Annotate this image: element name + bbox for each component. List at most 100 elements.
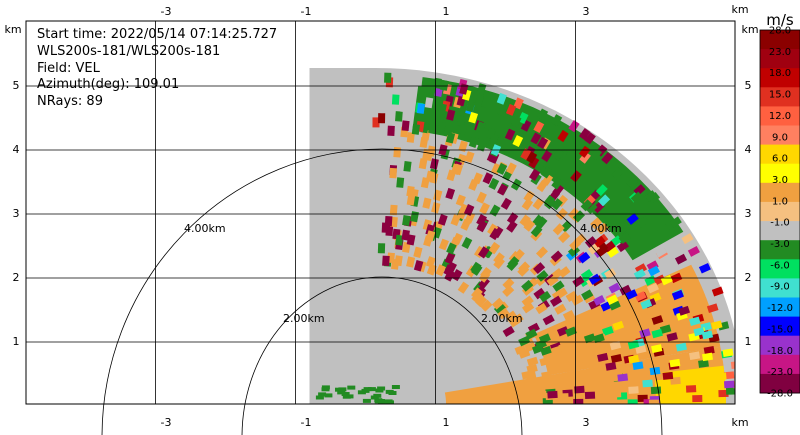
data-cell — [593, 295, 606, 306]
data-cell — [384, 399, 393, 404]
data-cell — [593, 333, 605, 344]
data-cell — [642, 379, 653, 388]
colorbar-label: -28.0 — [767, 389, 793, 400]
data-cell — [533, 287, 546, 300]
data-cell — [393, 147, 402, 158]
colorbar-label: -23.0 — [767, 367, 793, 378]
colorbar-label: 9.0 — [772, 132, 788, 143]
data-cell — [711, 286, 724, 297]
data-cell — [374, 399, 383, 404]
data-cell — [514, 344, 527, 355]
data-cell — [618, 232, 631, 244]
data-cell — [347, 385, 356, 390]
data-cell — [510, 115, 522, 128]
data-cell — [377, 243, 386, 254]
data-cell — [606, 246, 620, 258]
data-cell — [570, 170, 582, 183]
x-tick-top-3: 3 — [583, 5, 590, 18]
field-text: Field: VEL — [37, 61, 101, 76]
data-cell — [428, 122, 437, 134]
x-unit-bottom: km — [731, 416, 748, 429]
data-cell — [478, 270, 491, 283]
colorbar-label: -3.0 — [770, 239, 790, 250]
data-cell — [525, 399, 536, 404]
data-cell — [502, 285, 515, 297]
data-cell — [321, 385, 330, 390]
x-tick-bottom-neg3: -3 — [161, 416, 172, 429]
data-cell — [538, 290, 552, 303]
data-cell — [391, 94, 400, 105]
data-cell — [610, 354, 623, 363]
data-cell — [382, 255, 390, 267]
data-cell — [650, 386, 662, 395]
data-cell — [372, 117, 380, 128]
data-cell — [406, 185, 415, 197]
colorbar-swatch — [760, 87, 800, 107]
data-cell — [606, 396, 617, 404]
data-cell — [610, 390, 622, 398]
data-cell — [424, 97, 434, 109]
data-cell — [521, 301, 535, 314]
data-cell — [481, 96, 491, 109]
data-cell — [693, 327, 705, 337]
data-cell — [429, 158, 439, 170]
colorbar-swatch — [760, 297, 800, 318]
data-cell — [666, 332, 678, 342]
y-unit-right: km — [741, 23, 758, 36]
data-cell — [476, 214, 488, 227]
x-tick-bottom-3: 3 — [583, 416, 590, 429]
data-cell — [391, 385, 400, 389]
data-cell — [324, 393, 333, 398]
data-cell — [619, 284, 632, 296]
data-cell — [475, 121, 486, 133]
data-cell — [640, 299, 653, 310]
data-cell — [659, 324, 672, 334]
data-cell — [416, 103, 426, 114]
data-cell — [526, 151, 538, 164]
data-cell — [701, 330, 714, 340]
data-cell — [487, 223, 499, 236]
data-cell — [475, 295, 488, 308]
data-cell — [341, 392, 350, 396]
data-cell — [527, 385, 538, 394]
data-cell — [502, 277, 515, 290]
data-cell — [660, 274, 673, 286]
nrays-text: NRays: 89 — [37, 94, 103, 109]
data-cell — [706, 303, 719, 314]
data-cell — [578, 251, 591, 264]
data-cell — [425, 256, 436, 268]
data-cell — [608, 282, 621, 294]
data-cell — [526, 356, 539, 367]
data-cell — [468, 111, 479, 124]
data-cell — [596, 222, 609, 235]
colorbar-swatch — [760, 278, 800, 298]
data-cell — [584, 391, 596, 400]
data-cell — [628, 386, 639, 394]
y-tick-right-3: 3 — [745, 207, 752, 220]
data-cell — [512, 134, 524, 148]
data-cell — [496, 92, 507, 105]
data-cell — [698, 359, 709, 368]
data-cell — [576, 354, 588, 364]
data-cell — [468, 136, 479, 148]
data-cell — [558, 231, 571, 244]
data-cell — [625, 289, 638, 300]
data-cell — [687, 245, 700, 257]
data-cell — [604, 268, 617, 280]
data-cell — [540, 150, 553, 163]
data-cell — [647, 265, 660, 277]
colorbar-swatch — [760, 144, 800, 165]
data-cell — [444, 252, 456, 265]
data-cell — [671, 290, 684, 301]
data-cell — [425, 170, 435, 182]
data-cell — [722, 348, 734, 357]
data-cell — [535, 302, 548, 315]
data-cell — [456, 115, 467, 127]
data-cell — [497, 183, 508, 196]
data-cell — [478, 276, 490, 289]
data-cell — [395, 234, 404, 246]
data-cell — [601, 152, 614, 165]
data-cell — [505, 103, 517, 116]
range-ring — [101, 148, 663, 435]
data-cell — [533, 120, 545, 134]
